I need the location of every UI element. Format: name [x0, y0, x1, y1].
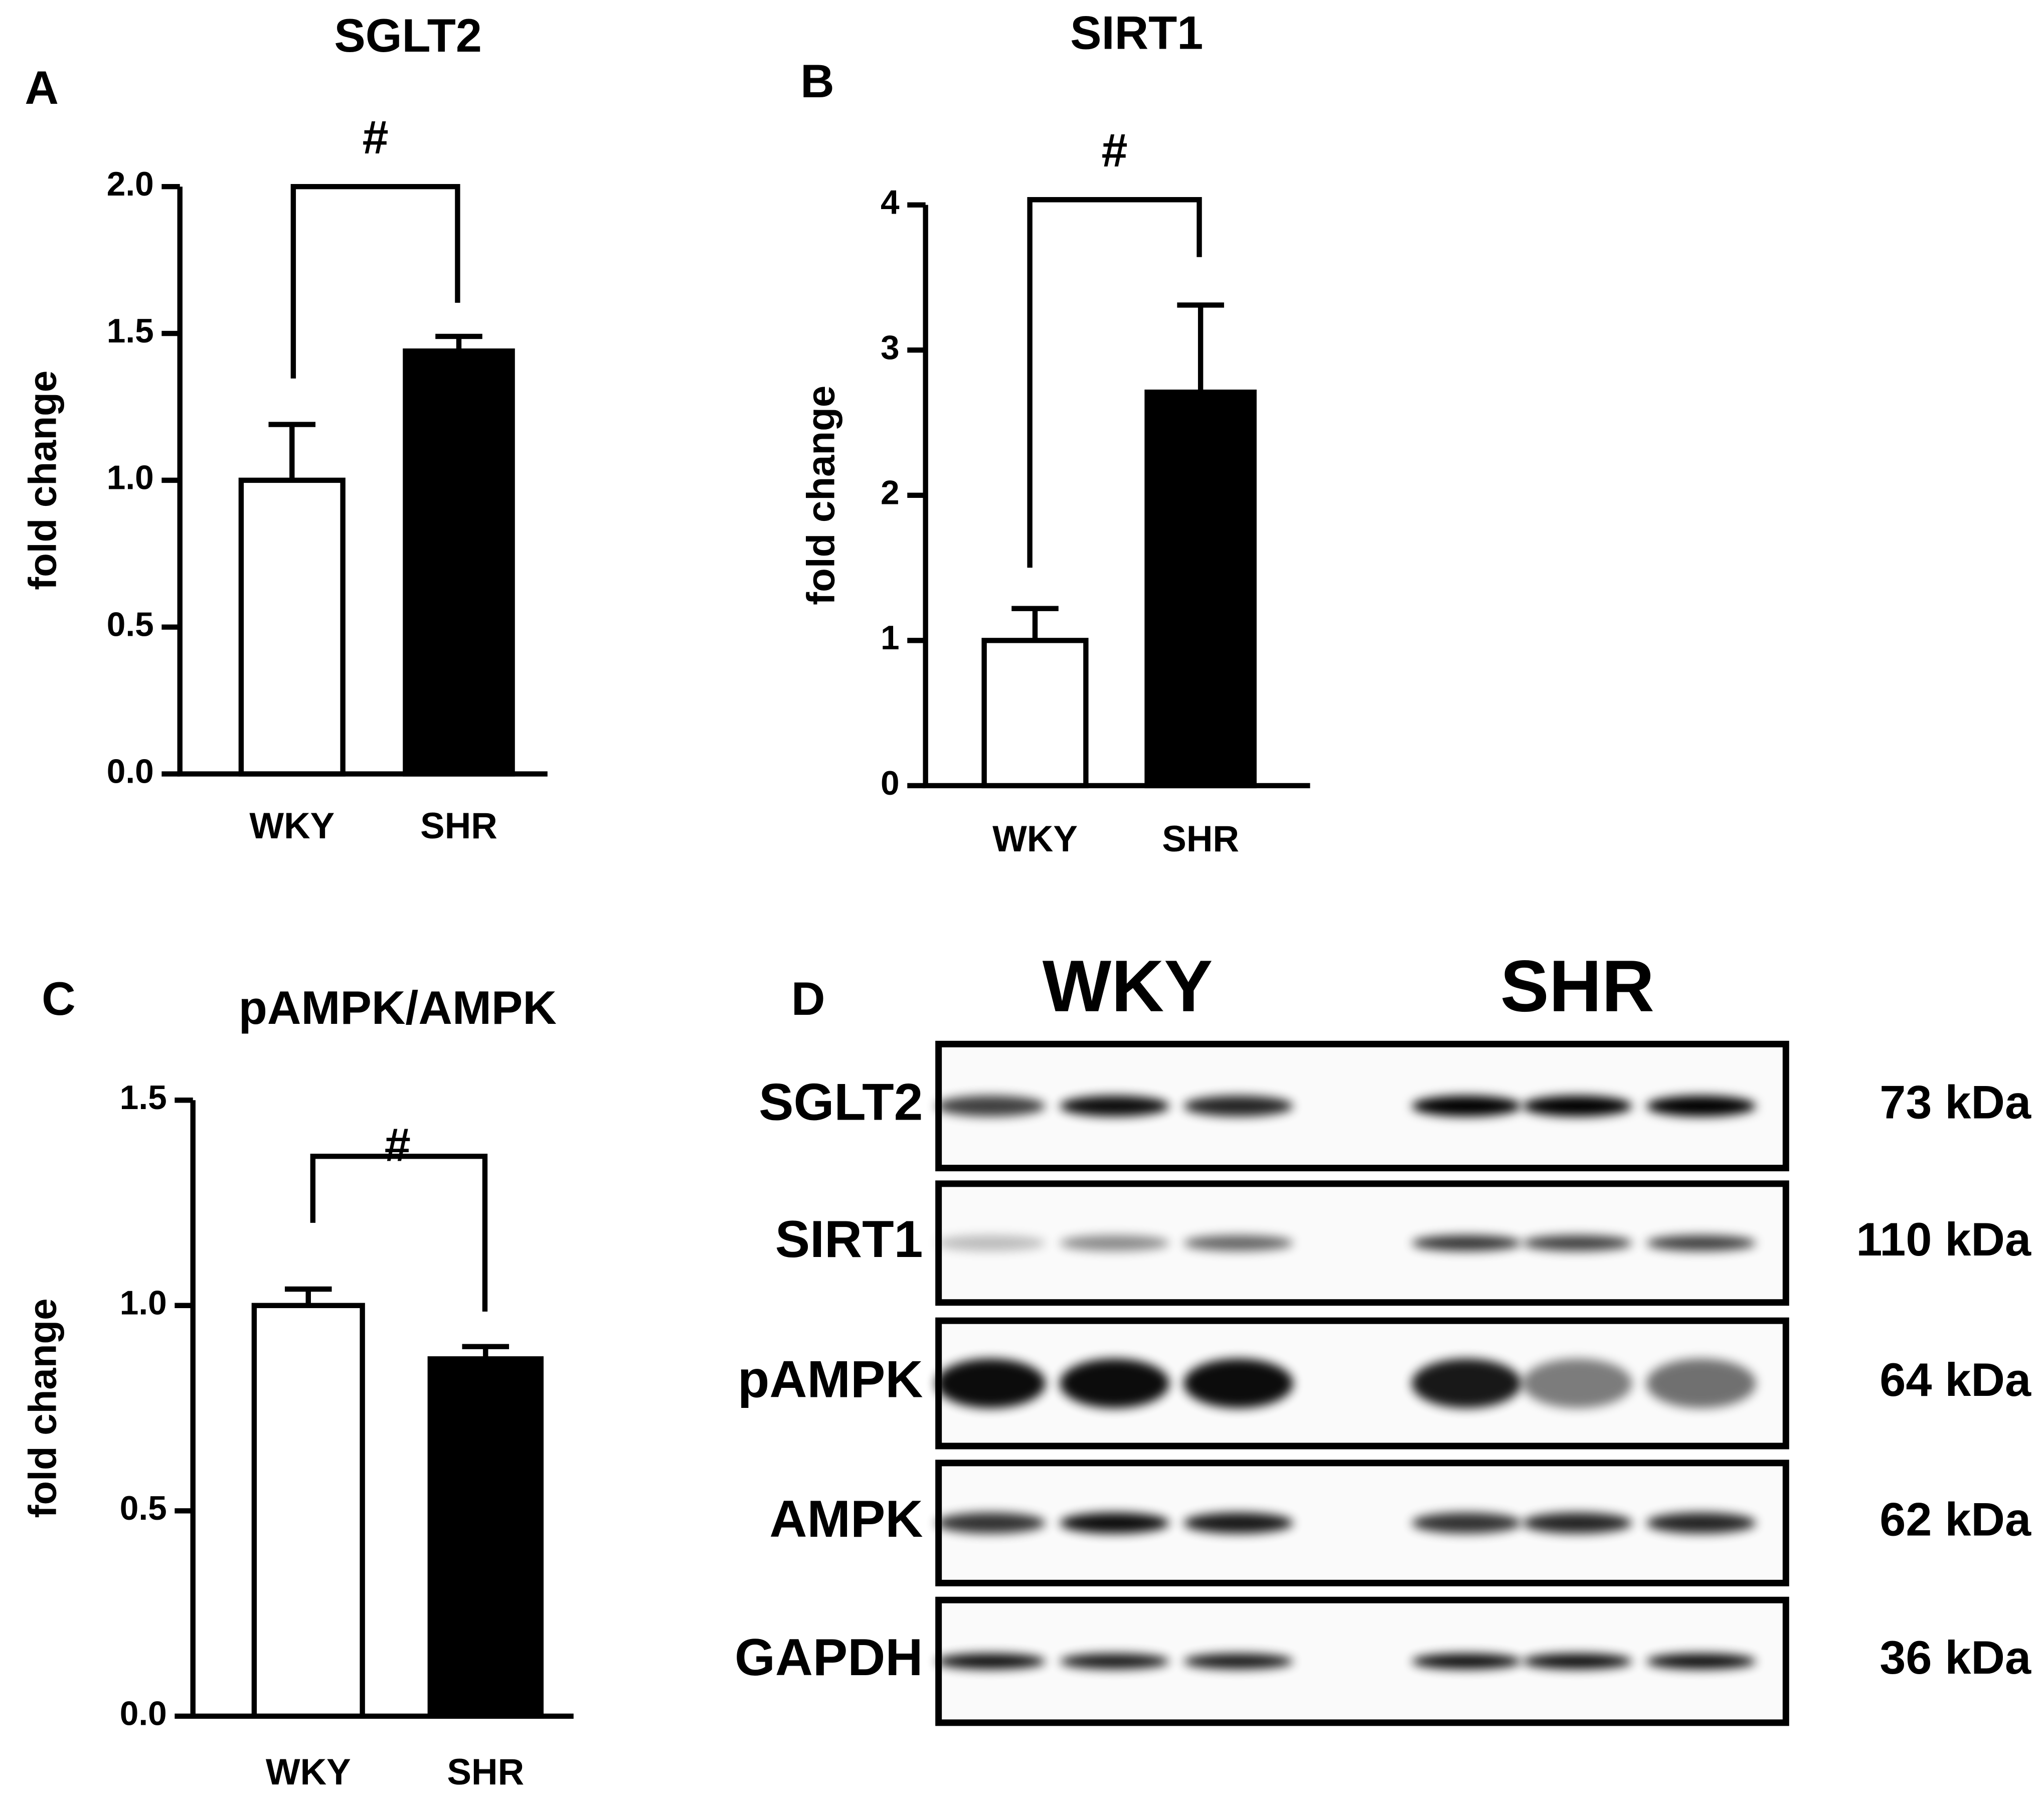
y-tick-label: 0.5	[120, 1490, 167, 1527]
band	[936, 1358, 1046, 1408]
y-tick-label: 0.0	[120, 1695, 167, 1733]
band	[1646, 1653, 1756, 1670]
bar	[981, 638, 1089, 789]
band	[1646, 1358, 1756, 1408]
y-tick-label: 1.0	[120, 1285, 167, 1322]
y-axis-label: fold change	[21, 1298, 65, 1518]
band	[1060, 1512, 1169, 1534]
bar	[1144, 389, 1257, 789]
size-label: 73 kDa	[1880, 1076, 2031, 1129]
x-tick-label: SHR	[1162, 819, 1239, 859]
chart-title: pAMPK/AMPK	[239, 981, 557, 1034]
band	[1522, 1096, 1632, 1117]
size-label: 36 kDa	[1880, 1631, 2031, 1684]
x-tick-label: WKY	[992, 819, 1078, 859]
band	[1522, 1512, 1632, 1534]
band	[1522, 1358, 1632, 1408]
y-tick-label: 1	[881, 619, 900, 657]
row-label: AMPK	[769, 1490, 923, 1548]
x-tick-label: SHR	[420, 806, 497, 846]
group-label: SHR	[1500, 945, 1654, 1027]
band	[936, 1512, 1046, 1534]
y-tick-label: 0	[881, 765, 900, 802]
band	[1646, 1512, 1756, 1534]
band	[936, 1096, 1046, 1117]
y-tick-label: 3	[881, 329, 900, 367]
row-label: pAMPK	[738, 1351, 923, 1409]
band	[1412, 1358, 1521, 1408]
y-tick-label: 0.5	[107, 606, 154, 644]
band	[1183, 1096, 1293, 1117]
panel-label: B	[800, 55, 834, 107]
significance-mark: #	[1102, 124, 1128, 176]
y-tick-label: 1.5	[107, 312, 154, 350]
band	[936, 1653, 1046, 1670]
band	[1412, 1512, 1521, 1534]
panel-label: C	[42, 972, 76, 1025]
y-tick-label: 2.0	[107, 165, 154, 203]
bar	[251, 1303, 365, 1719]
y-axis-label: fold change	[21, 371, 65, 590]
chart-title: SGLT2	[334, 9, 482, 62]
band	[1646, 1235, 1756, 1251]
group-label: WKY	[1043, 945, 1213, 1027]
significance-bracket	[1027, 197, 1202, 568]
x-tick-label: WKY	[266, 1752, 351, 1792]
band	[1060, 1096, 1169, 1117]
band	[1646, 1096, 1756, 1117]
y-tick-label: 1.5	[120, 1079, 167, 1117]
row-label: SIRT1	[775, 1210, 923, 1269]
significance-mark: #	[363, 111, 389, 163]
band	[1060, 1358, 1169, 1408]
chart-title: SIRT1	[1070, 7, 1203, 59]
bar	[238, 477, 346, 777]
y-tick-label: 1.0	[107, 459, 154, 497]
bar	[403, 348, 515, 777]
band	[1183, 1358, 1293, 1408]
bar	[427, 1356, 544, 1719]
band	[1412, 1653, 1521, 1670]
x-tick-label: SHR	[447, 1752, 524, 1792]
band	[936, 1235, 1046, 1251]
row-label: SGLT2	[759, 1073, 923, 1131]
band	[1060, 1235, 1169, 1251]
band	[1412, 1235, 1521, 1251]
band	[1522, 1653, 1632, 1670]
panel-label: A	[25, 61, 59, 114]
y-tick-label: 2	[881, 474, 900, 512]
row-label: GAPDH	[735, 1629, 923, 1687]
y-axis-label: fold change	[799, 386, 843, 605]
y-tick-label: 4	[881, 184, 900, 221]
panel-label: D	[791, 972, 825, 1025]
y-tick-label: 0.0	[107, 753, 154, 790]
band	[1412, 1096, 1521, 1117]
band	[1060, 1653, 1169, 1670]
size-label: 110 kDa	[1856, 1213, 2031, 1266]
size-label: 64 kDa	[1880, 1353, 2031, 1406]
band	[1183, 1512, 1293, 1534]
significance-bracket	[310, 1153, 488, 1312]
size-label: 62 kDa	[1880, 1493, 2031, 1545]
x-tick-label: WKY	[249, 806, 334, 846]
significance-mark: #	[385, 1118, 411, 1171]
band	[1522, 1235, 1632, 1251]
band	[1183, 1235, 1293, 1251]
band	[1183, 1653, 1293, 1670]
significance-bracket	[290, 184, 460, 379]
